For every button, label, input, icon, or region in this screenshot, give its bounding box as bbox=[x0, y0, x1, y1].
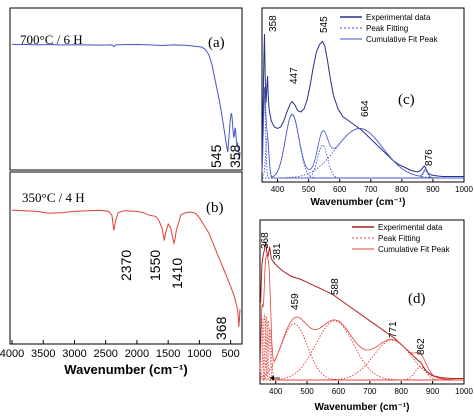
x-tick-label-b-2000: 2000 bbox=[125, 348, 149, 360]
x-axis-ticks-b: 4000 3500 3000 2500 2000 1500 1000 500 bbox=[0, 340, 240, 360]
x-axis-ticks-d: 400 500 600 700 800 900 1000 bbox=[269, 381, 473, 396]
x-tick-label-b-1500: 1500 bbox=[156, 348, 180, 360]
fit-peak-d-862 bbox=[260, 366, 464, 381]
peak-label-1410: 1410 bbox=[169, 258, 185, 289]
peak-label-2370: 2370 bbox=[118, 250, 134, 281]
fit-peak-d-771 bbox=[260, 339, 464, 381]
series-line-b bbox=[11, 209, 241, 327]
x-tick-label-b-1000: 1000 bbox=[187, 348, 211, 360]
legend-d-item-cum: Cumulative Fit Peak bbox=[378, 245, 451, 254]
peak-label-862: 862 bbox=[416, 338, 427, 355]
series-line-a bbox=[11, 43, 241, 160]
panel-b-frame bbox=[9, 171, 243, 345]
legend-c-item-exp: Experimental data bbox=[366, 13, 431, 22]
x-tick-label-c-800: 800 bbox=[395, 185, 409, 194]
x-tick-label-c-900: 900 bbox=[426, 185, 440, 194]
x-tick-label-b-3500: 3500 bbox=[31, 348, 55, 360]
legend-c-item-cum: Cumulative Fit Peak bbox=[366, 35, 439, 44]
x-tick-label-d-600: 600 bbox=[332, 387, 346, 396]
panel-a-frame bbox=[9, 7, 243, 171]
fit-peak-d-459 bbox=[259, 323, 464, 381]
legend-c: Experimental data Peak Fitting Cumulativ… bbox=[340, 13, 439, 44]
fit-peak-c-447 bbox=[262, 114, 464, 179]
x-tick-label-d-800: 800 bbox=[395, 387, 409, 396]
peak-label-545-c: 545 bbox=[319, 16, 330, 33]
x-tick-label-d-500: 500 bbox=[300, 387, 314, 396]
x-tick-label-c-1000: 1000 bbox=[455, 185, 473, 194]
peak-label-459: 459 bbox=[290, 293, 301, 310]
peak-label-1550: 1550 bbox=[147, 250, 163, 281]
peak-label-588: 588 bbox=[330, 278, 341, 295]
x-tick-label-b-2500: 2500 bbox=[93, 348, 117, 360]
fit-peaks-d bbox=[259, 313, 464, 381]
x-axis-label-c: Wavenumber (cm⁻¹) bbox=[311, 197, 406, 208]
fit-peak-d-376 bbox=[260, 320, 464, 381]
x-axis-ticks-c: 400 500 600 700 800 900 1000 bbox=[271, 179, 473, 194]
panel-c-label: (c) bbox=[398, 92, 415, 108]
peak-label-447: 447 bbox=[289, 67, 300, 84]
fit-peak-c-367 bbox=[261, 136, 464, 179]
x-tick-label-c-500: 500 bbox=[302, 185, 316, 194]
fit-peak-d-364 bbox=[259, 313, 464, 381]
experimental-line-c bbox=[261, 33, 464, 177]
x-tick-label-c-600: 600 bbox=[333, 185, 347, 194]
legend-d-item-fit: Peak Fitting bbox=[378, 234, 420, 243]
peak-label-876: 876 bbox=[424, 149, 435, 166]
x-tick-label-c-400: 400 bbox=[271, 185, 285, 194]
panel-a-label: (a) bbox=[208, 35, 225, 51]
panel-d-frame bbox=[259, 219, 465, 385]
x-tick-label-d-900: 900 bbox=[426, 387, 440, 396]
peak-label-381: 381 bbox=[272, 243, 283, 260]
panel-d: Experimental data Peak Fitting Cumulativ… bbox=[259, 219, 473, 413]
x-axis-label-b: Wavenumber (cm⁻¹) bbox=[64, 362, 187, 377]
peak-label-358-a: 358 bbox=[227, 144, 243, 168]
x-tick-label-b-500: 500 bbox=[221, 348, 239, 360]
x-tick-label-b-4000: 4000 bbox=[0, 348, 24, 360]
x-tick-label-d-1000: 1000 bbox=[455, 387, 473, 396]
fit-peak-d-381 bbox=[260, 328, 464, 381]
x-tick-label-d-700: 700 bbox=[363, 387, 377, 396]
peak-label-358-c: 358 bbox=[268, 15, 279, 32]
panel-a-annotation: 700°C / 6 H bbox=[20, 32, 83, 47]
cumulative-fit-line-c bbox=[261, 87, 464, 179]
peak-label-368-b: 368 bbox=[213, 316, 229, 340]
legend-d-item-exp: Experimental data bbox=[378, 223, 443, 232]
legend-d: Experimental data Peak Fitting Cumulativ… bbox=[352, 223, 451, 254]
legend-c-item-fit: Peak Fitting bbox=[366, 24, 408, 33]
fit-peak-d-588 bbox=[260, 320, 464, 381]
panel-c: Experimental data Peak Fitting Cumulativ… bbox=[261, 7, 473, 208]
x-tick-label-d-400: 400 bbox=[269, 387, 283, 396]
peak-label-368-d: 368 bbox=[260, 232, 271, 249]
fit-peak-c-876 bbox=[262, 170, 464, 179]
peak-label-771: 771 bbox=[388, 321, 399, 338]
x-tick-label-b-3000: 3000 bbox=[62, 348, 86, 360]
cumulative-fit-line-d bbox=[259, 254, 464, 381]
experimental-line-d bbox=[260, 242, 464, 379]
fit-peak-d-356 bbox=[259, 317, 464, 381]
panel-c-frame bbox=[261, 7, 465, 183]
x-tick-label-c-700: 700 bbox=[364, 185, 378, 194]
peak-label-545-a: 545 bbox=[208, 144, 224, 168]
x-axis-label-d: Wavenumber (cm⁻¹) bbox=[315, 402, 410, 413]
panel-a: 700°C / 6 H (a) 545 358 bbox=[9, 7, 243, 171]
panel-b: 350°C / 4 H (b) 2370 1550 1410 368 4000 3… bbox=[0, 171, 243, 377]
panel-b-label: (b) bbox=[206, 200, 224, 216]
peak-label-664: 664 bbox=[360, 100, 371, 117]
arrow-head bbox=[270, 375, 274, 381]
panel-b-annotation: 350°C / 4 H bbox=[22, 190, 85, 205]
panel-d-label: (d) bbox=[408, 291, 426, 307]
